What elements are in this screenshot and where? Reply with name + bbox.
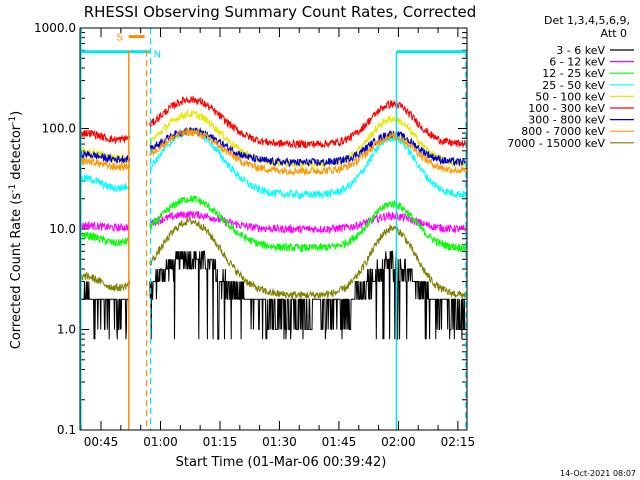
series-curve-7: [79, 149, 131, 165]
legend-label-9: 7000 - 15000 keV: [507, 137, 605, 150]
legend-header-line1: Det 1,3,4,5,6,9,: [544, 14, 630, 27]
legend-label-6: 100 - 300 keV: [528, 102, 605, 115]
x-tick-label: 01:45: [322, 435, 357, 449]
series-curve-3: [149, 195, 467, 254]
series-curve-2: [149, 210, 467, 235]
legend-label-8: 800 - 7000 keV: [521, 125, 605, 138]
x-tick-label: 02:15: [441, 435, 476, 449]
series-curves: [79, 95, 467, 340]
legend-label-5: 50 - 100 keV: [535, 90, 605, 103]
series-curve-2: [79, 220, 131, 233]
y-axis-label: Corrected Count Rate (s-1 detector-1): [8, 111, 24, 349]
series-curve-7: [149, 127, 466, 168]
x-tick-label: 00:45: [84, 435, 119, 449]
series-curve-1: [149, 250, 466, 340]
y-tick-label: 100.0: [42, 122, 76, 136]
legend-label-7: 300 - 800 keV: [528, 114, 605, 127]
x-tick-label: 01:15: [203, 435, 238, 449]
series-curve-9: [149, 216, 467, 299]
legend-label-2: 6 - 12 keV: [549, 56, 605, 69]
saa-label: S: [117, 33, 123, 44]
x-tick-label: 01:00: [143, 435, 178, 449]
orbit-markers: SN: [80, 28, 467, 430]
series-curve-4: [79, 174, 131, 193]
plot-frame: [79, 27, 468, 431]
series-curve-1: [80, 281, 130, 340]
y-tick-label: 10.0: [49, 222, 76, 236]
series-curve-6: [79, 129, 131, 145]
x-axis-label: Start Time (01-Mar-06 00:39:42): [176, 455, 387, 470]
legend-label-1: 3 - 6 keV: [556, 44, 605, 57]
series-curve-3: [79, 231, 130, 248]
y-tick-label: 0.1: [57, 423, 76, 437]
y-tick-label: 1000.0: [34, 21, 76, 35]
series-curve-9: [79, 272, 131, 292]
night-label: N: [154, 49, 161, 60]
x-tick-label: 02:00: [381, 435, 416, 449]
legend-header-line2: Att 0: [601, 27, 627, 40]
series-curve-5: [149, 108, 467, 170]
legend-label-3: 12 - 25 keV: [542, 67, 605, 80]
x-tick-labels: 00:45 01:00 01:15 01:30 01:45 02:00 02:15: [84, 435, 475, 449]
series-curve-8: [79, 156, 131, 172]
series-curve-8: [149, 128, 467, 177]
x-tick-label: 01:30: [262, 435, 297, 449]
series-curve-6: [149, 95, 467, 150]
y-tick-label: 1.0: [57, 323, 76, 337]
y-tick-labels: 0.1 1.0 10.0 100.0 1000.0: [34, 21, 76, 437]
generation-timestamp: 14-Oct-2021 08:07: [560, 469, 636, 478]
legend-label-4: 25 - 50 keV: [542, 79, 605, 92]
chart-title: RHESSI Observing Summary Count Rates, Co…: [84, 3, 477, 21]
